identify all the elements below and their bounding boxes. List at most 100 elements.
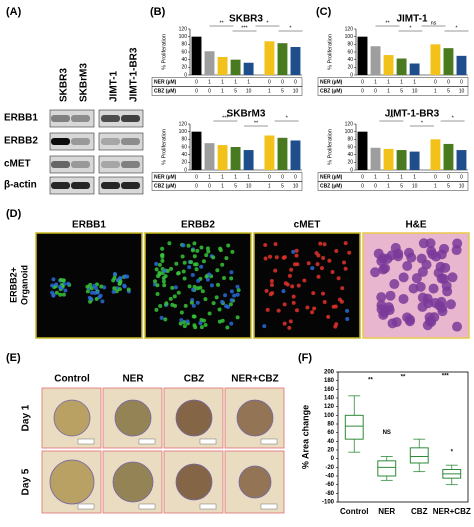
condition-value: 1 bbox=[387, 88, 390, 94]
organoid bbox=[236, 399, 274, 437]
bar bbox=[217, 56, 228, 75]
cell bbox=[51, 277, 56, 282]
cell bbox=[50, 283, 55, 288]
cell bbox=[189, 260, 194, 265]
cell bbox=[160, 253, 165, 258]
condition-value: 0 bbox=[195, 174, 198, 180]
bar bbox=[383, 55, 394, 75]
condition-value: 0 bbox=[434, 79, 437, 85]
cell bbox=[370, 267, 381, 278]
condition-value: 10 bbox=[459, 88, 465, 94]
cell bbox=[326, 314, 331, 319]
y-tick-label: -80 bbox=[325, 491, 334, 497]
condition-value: 5 bbox=[400, 88, 403, 94]
bar bbox=[230, 59, 241, 75]
condition-value: 1 bbox=[221, 79, 224, 85]
cell bbox=[160, 246, 165, 251]
cell bbox=[318, 241, 323, 246]
cell bbox=[114, 289, 119, 294]
cell bbox=[117, 287, 122, 292]
condition-value: 0 bbox=[208, 183, 211, 189]
cell bbox=[181, 243, 186, 248]
organoid-label: ERBB2+ bbox=[8, 267, 18, 303]
condition-value: 5 bbox=[281, 88, 284, 94]
significance-label: ** bbox=[368, 378, 373, 384]
cell bbox=[285, 282, 290, 287]
condition-value: 0 bbox=[447, 79, 450, 85]
cell bbox=[54, 290, 59, 295]
cell bbox=[207, 272, 212, 277]
cell bbox=[191, 287, 196, 292]
cell bbox=[428, 283, 439, 294]
cell bbox=[347, 250, 352, 255]
cell bbox=[178, 321, 183, 326]
condition-value: 5 bbox=[234, 88, 237, 94]
panel-letter: (F) bbox=[298, 352, 312, 364]
condition-value: 1 bbox=[374, 174, 377, 180]
cell bbox=[192, 241, 197, 246]
cell bbox=[274, 255, 279, 260]
cell bbox=[426, 316, 437, 327]
cell bbox=[288, 319, 293, 324]
condition-value: 0 bbox=[361, 183, 364, 189]
y-tick-label: 60 bbox=[181, 49, 187, 55]
cell bbox=[176, 290, 181, 295]
condition-value: 0 bbox=[460, 79, 463, 85]
cell bbox=[263, 256, 268, 261]
condition-value: 1 bbox=[221, 183, 224, 189]
cell bbox=[126, 287, 131, 292]
x-tick-label: Control bbox=[340, 507, 368, 516]
cell bbox=[291, 249, 296, 254]
organoid-label: Organoid bbox=[19, 265, 29, 305]
cell-line-label: SKBrM3 bbox=[79, 63, 90, 102]
y-tick-label: 60 bbox=[347, 144, 353, 150]
cell bbox=[50, 290, 55, 295]
significance-label: * bbox=[451, 450, 454, 456]
cell bbox=[306, 261, 311, 266]
cell bbox=[203, 323, 208, 328]
table-row bbox=[151, 86, 303, 96]
cell bbox=[294, 308, 299, 313]
bar bbox=[370, 46, 381, 75]
cell bbox=[112, 272, 117, 277]
y-axis-label: % Proliferation bbox=[161, 34, 167, 70]
significance-label: ** bbox=[389, 115, 394, 121]
day-label: Day 1 bbox=[21, 404, 32, 431]
y-tick-label: 80 bbox=[347, 42, 353, 48]
cell bbox=[226, 243, 231, 248]
blot-band bbox=[121, 182, 140, 189]
cell bbox=[235, 284, 240, 289]
cell bbox=[176, 270, 181, 275]
cell bbox=[207, 311, 212, 316]
cell bbox=[192, 262, 197, 267]
scale-bar bbox=[260, 503, 278, 510]
table-row bbox=[151, 181, 303, 191]
cell bbox=[195, 286, 200, 291]
cell bbox=[157, 270, 162, 275]
cell bbox=[421, 259, 432, 270]
cell bbox=[63, 288, 68, 293]
cell bbox=[202, 318, 207, 323]
condition-label: NER (µM) bbox=[320, 79, 343, 85]
cell bbox=[169, 266, 174, 271]
y-tick-label: 180 bbox=[324, 378, 335, 384]
organoid bbox=[238, 465, 272, 499]
bar bbox=[243, 150, 254, 170]
cell bbox=[262, 324, 267, 329]
cell bbox=[418, 238, 429, 249]
cell bbox=[228, 302, 233, 307]
y-tick-label: 0 bbox=[184, 72, 187, 78]
y-tick-label: 40 bbox=[347, 57, 353, 63]
cell bbox=[172, 294, 177, 299]
condition-label: NER (µM) bbox=[154, 174, 177, 180]
cell bbox=[287, 325, 292, 330]
y-tick-label: 100 bbox=[324, 413, 335, 419]
panel-letter: (D) bbox=[6, 208, 22, 220]
condition-value: 1 bbox=[413, 174, 416, 180]
y-tick-label: 20 bbox=[181, 65, 187, 71]
bar bbox=[430, 139, 441, 170]
condition-value: 1 bbox=[400, 174, 403, 180]
cell bbox=[215, 282, 220, 287]
condition-value: 0 bbox=[281, 79, 284, 85]
